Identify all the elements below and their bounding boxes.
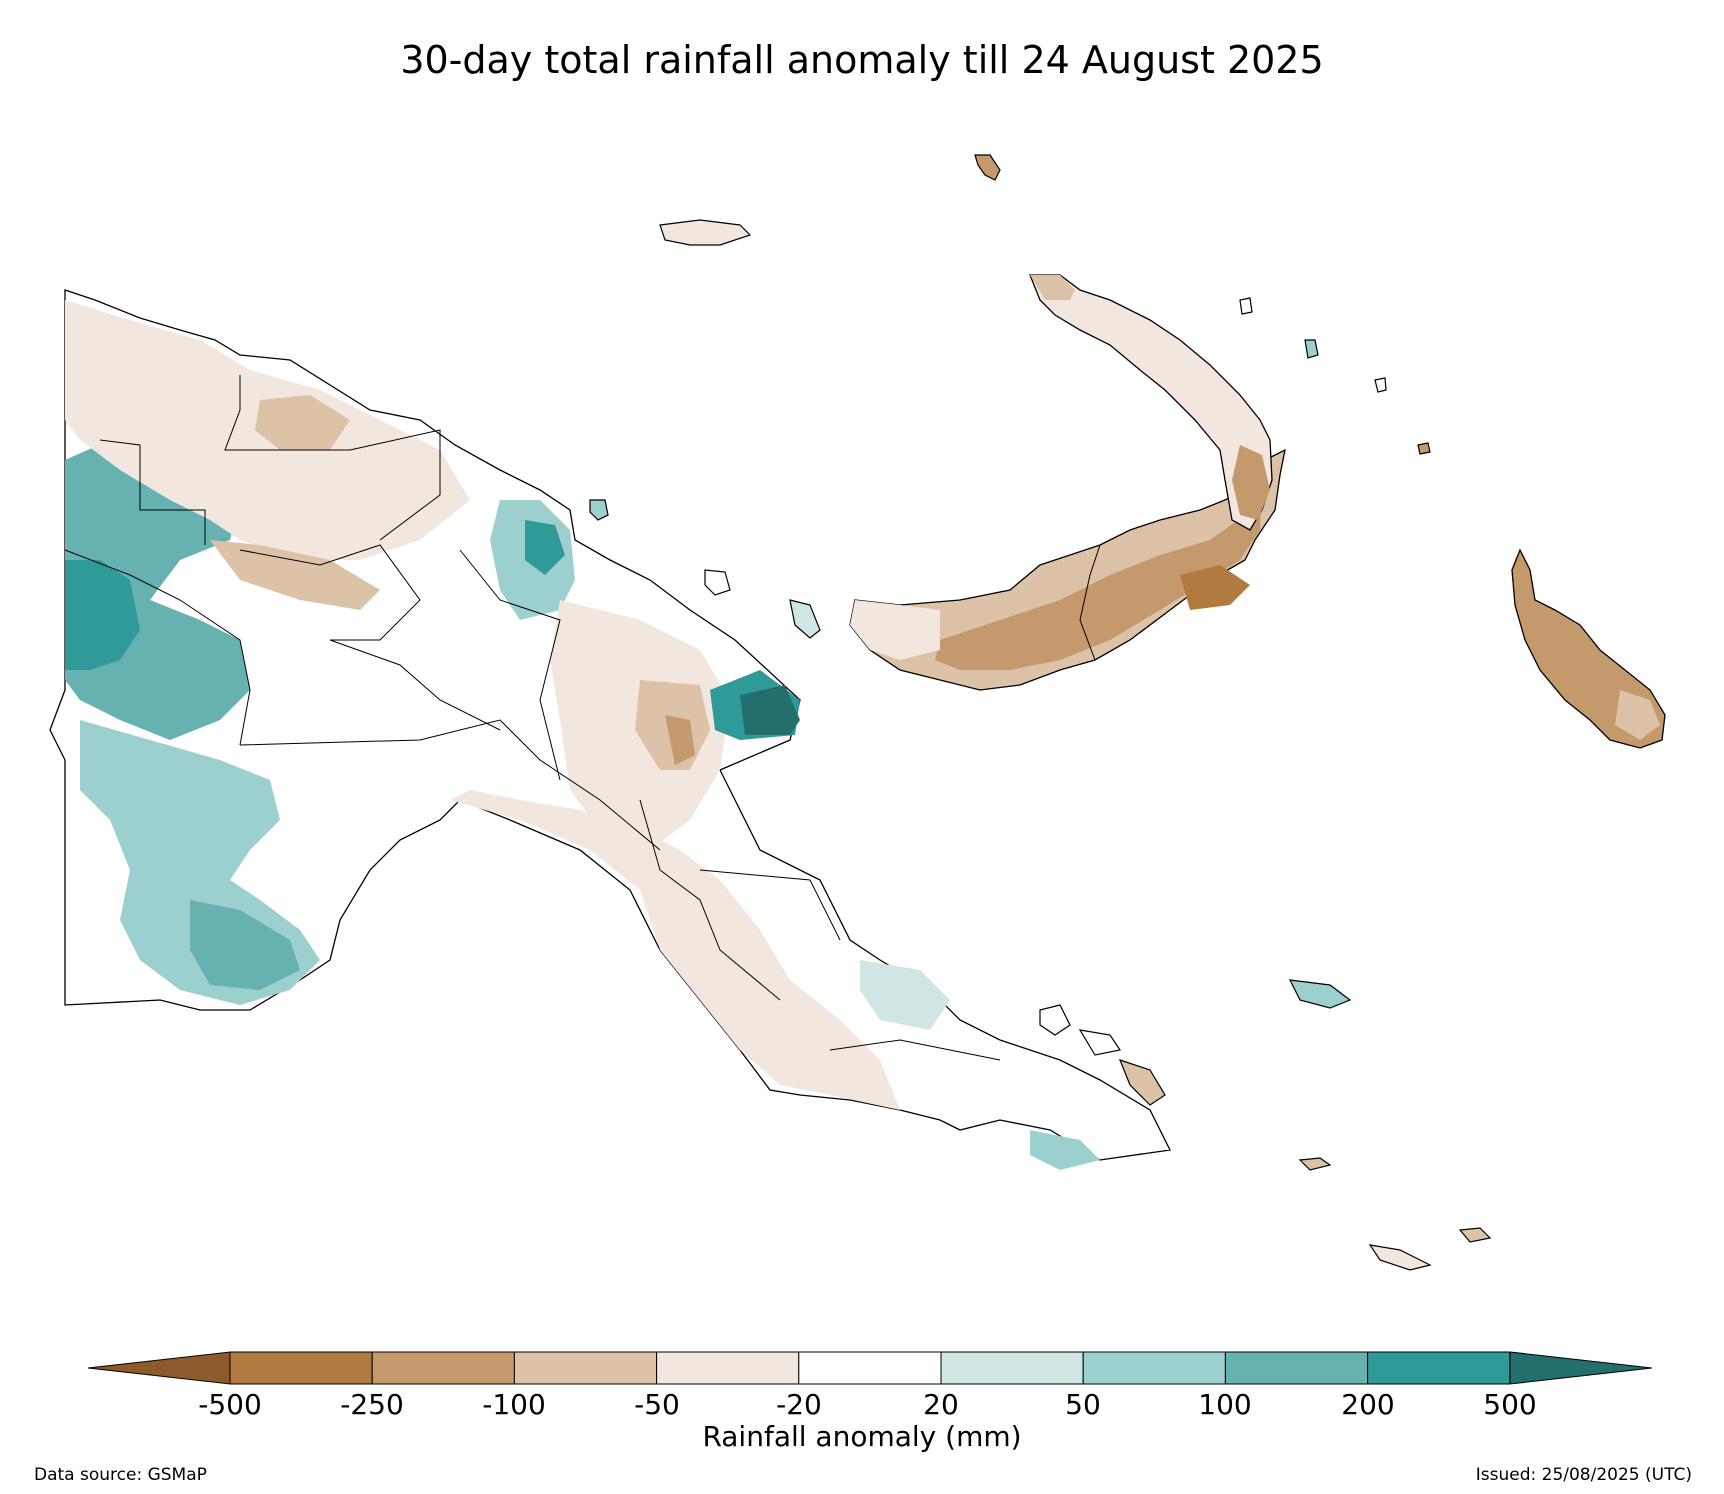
colorbar-bin	[1082, 1351, 1226, 1385]
colorbar-tick-label: -250	[340, 1388, 404, 1421]
colorbar-tick-label: 500	[1483, 1388, 1537, 1421]
new-britain-core	[1180, 565, 1250, 610]
nissan-island	[1417, 442, 1431, 455]
colorbar-tick-label: 20	[923, 1388, 959, 1421]
bougainville-light	[1615, 690, 1660, 740]
anomaly-central-east-core	[665, 715, 695, 765]
new-ireland-dry	[1232, 445, 1270, 520]
colorbar-extend-low	[87, 1351, 231, 1385]
colorbar-tick-label: -500	[198, 1388, 262, 1421]
anomaly-tip-wet	[1030, 1130, 1100, 1170]
new-britain-outline	[849, 448, 1286, 691]
umboi-island	[789, 599, 821, 639]
new-britain-dry	[935, 490, 1262, 670]
mussau-island	[974, 154, 1001, 181]
anomaly-south-coast-dry	[450, 790, 900, 1110]
manus-island	[659, 219, 752, 246]
colorbar-tick-label: 50	[1065, 1388, 1101, 1421]
trobriand-islands	[1288, 979, 1352, 1009]
colorbar-bin	[1367, 1351, 1511, 1385]
province-boundaries	[64, 375, 1001, 1061]
issued-date: Issued: 25/08/2025 (UTC)	[1475, 1465, 1692, 1485]
colorbar-tick-label: 100	[1198, 1388, 1252, 1421]
woodlark-island	[1298, 1157, 1332, 1171]
data-source: Data source: GSMaP	[34, 1465, 207, 1485]
new-ireland-west-dry	[1030, 275, 1075, 300]
new-britain-border	[1079, 544, 1101, 661]
tabar-island	[1374, 377, 1387, 393]
anomaly-west-wet-core	[65, 560, 140, 670]
map-title: 30-day total rainfall anomaly till 24 Au…	[400, 38, 1324, 82]
rainfall-anomaly-map	[49, 154, 1666, 1271]
colorbar-tick-label: 200	[1341, 1388, 1395, 1421]
sudest-island	[1368, 1244, 1432, 1271]
colorbar-bin	[1224, 1351, 1369, 1385]
anomaly-central-wet-core	[525, 520, 565, 575]
normanby-island	[1118, 1059, 1166, 1106]
new-britain	[849, 448, 1286, 691]
colorbar-bin	[798, 1351, 942, 1385]
colorbar-bin	[229, 1351, 373, 1385]
colorbar-bin	[513, 1351, 658, 1385]
karkar-island	[589, 499, 609, 521]
islands	[589, 154, 1492, 1271]
feni-island	[1304, 339, 1319, 359]
colorbar-tick-label: -20	[776, 1388, 822, 1421]
colorbar-label: Rainfall anomaly (mm)	[702, 1420, 1022, 1453]
goodenough-island	[1078, 1029, 1121, 1056]
colorbar-bin	[371, 1351, 515, 1385]
anomaly-southeast-wet	[860, 960, 950, 1030]
bougainville	[1511, 548, 1666, 749]
anomaly-east-cape-core	[740, 685, 800, 735]
lihir-island	[1239, 297, 1253, 315]
colorbar-extend-high	[1509, 1351, 1653, 1385]
new-britain-west-light	[850, 600, 940, 660]
rossel-island	[1458, 1227, 1492, 1243]
colorbar-tick-label: -100	[482, 1388, 546, 1421]
colorbar-bin	[940, 1351, 1084, 1385]
new-ireland	[1029, 274, 1273, 531]
anomaly-north-mid-dry	[255, 395, 350, 450]
colorbar	[87, 1351, 1653, 1385]
anomaly-highlands-dry	[210, 540, 380, 610]
colorbar-bin	[656, 1351, 800, 1385]
long-island	[704, 569, 731, 596]
colorbar-tick-label: -50	[634, 1388, 680, 1421]
fergusson-island	[1039, 1004, 1071, 1036]
anomaly-southwest-teal	[190, 900, 300, 990]
mainland-png	[49, 289, 1171, 1170]
